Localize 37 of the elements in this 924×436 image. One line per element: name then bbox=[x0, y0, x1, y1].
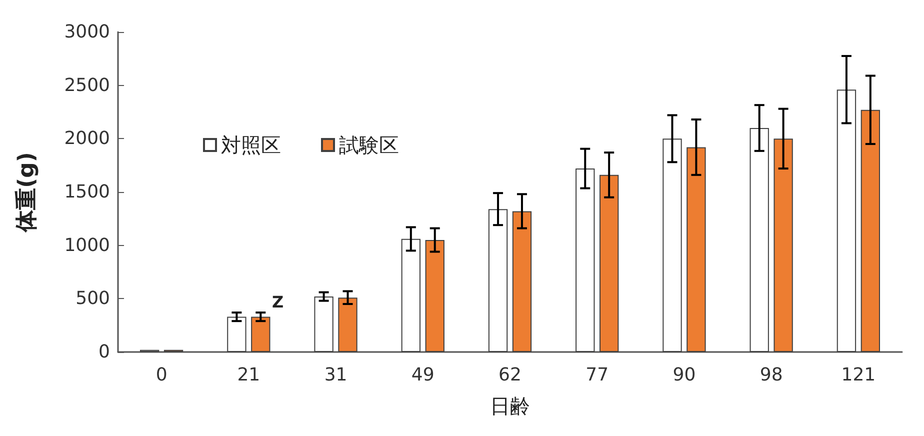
bar bbox=[251, 316, 270, 352]
bar bbox=[338, 298, 358, 352]
x-tick-label: 31 bbox=[324, 364, 348, 386]
y-tick-label: 1500 bbox=[64, 182, 110, 202]
bar bbox=[576, 168, 595, 352]
bar bbox=[686, 147, 706, 352]
bar bbox=[860, 110, 880, 352]
y-tick-label: 500 bbox=[76, 288, 110, 310]
x-tick-label: 98 bbox=[760, 364, 783, 386]
bar bbox=[401, 238, 420, 352]
legend-label: 対照区 bbox=[221, 133, 281, 157]
bar bbox=[227, 316, 246, 352]
annotation: Z bbox=[272, 292, 284, 312]
x-axis-title: 日齢 bbox=[490, 394, 530, 418]
bar bbox=[750, 128, 769, 352]
x-tick-label: 49 bbox=[411, 364, 434, 386]
y-axis-title: 体重(g) bbox=[14, 152, 40, 233]
y-tick-label: 2500 bbox=[64, 74, 110, 96]
bar bbox=[600, 174, 619, 352]
x-tick-label: 77 bbox=[586, 364, 609, 386]
x-tick-label: 0 bbox=[156, 364, 168, 386]
y-tick-label: 1000 bbox=[64, 234, 110, 256]
y-tick-label: 3000 bbox=[64, 22, 110, 42]
legend-label: 試験区 bbox=[339, 133, 399, 157]
x-tick-label: 90 bbox=[672, 364, 696, 386]
x-tick-label: 62 bbox=[498, 364, 522, 386]
y-tick-label: 2000 bbox=[64, 128, 110, 150]
y-tick-label: 0 bbox=[98, 342, 110, 362]
bar bbox=[774, 138, 793, 352]
bar bbox=[488, 209, 508, 352]
x-tick-label: 121 bbox=[841, 364, 876, 386]
bar bbox=[512, 211, 532, 352]
bar bbox=[425, 240, 444, 352]
bar bbox=[314, 296, 334, 352]
bar bbox=[836, 90, 856, 352]
x-tick-label: 21 bbox=[237, 364, 260, 386]
bar bbox=[662, 138, 682, 352]
